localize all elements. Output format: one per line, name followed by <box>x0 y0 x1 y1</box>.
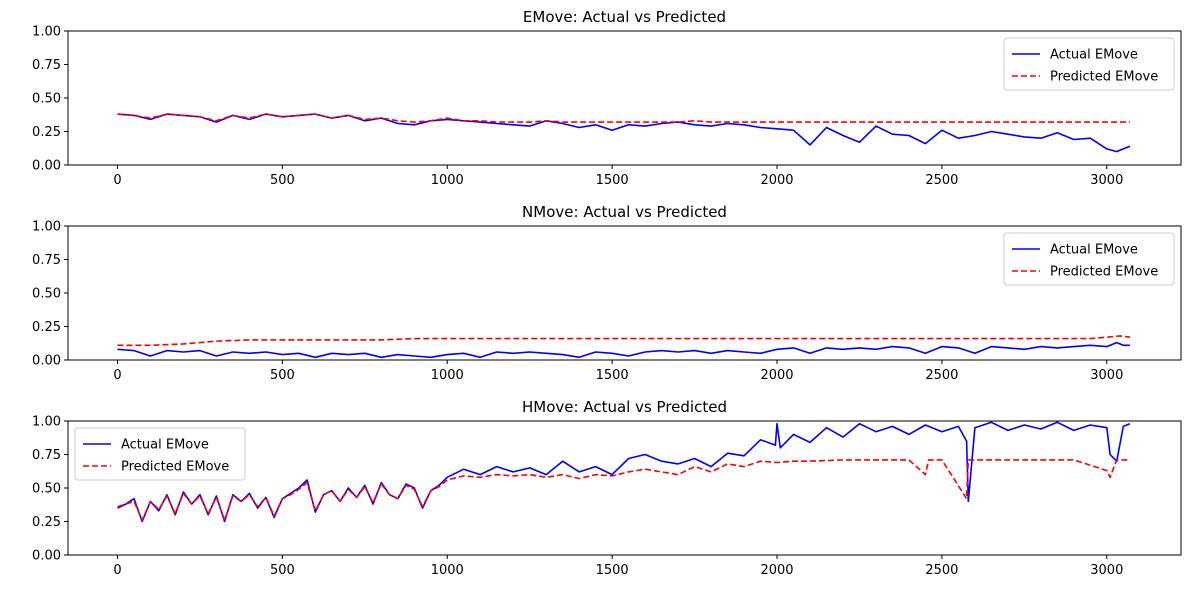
y-tick-label: 0.75 <box>32 448 61 463</box>
y-tick-label: 0.25 <box>32 515 61 530</box>
series-line-actual <box>117 421 1131 523</box>
y-tick-label: 0.75 <box>32 58 61 73</box>
y-tick-label: 0.25 <box>32 125 61 140</box>
y-tick-label: 0.75 <box>32 253 61 268</box>
x-tick-label: 500 <box>270 563 295 578</box>
legend-label: Predicted EMove <box>1050 265 1158 280</box>
y-tick-label: 0.00 <box>32 549 61 564</box>
x-tick-label: 1000 <box>431 368 464 383</box>
series-line-predicted <box>117 459 1130 522</box>
y-tick-label: 0.50 <box>32 482 61 497</box>
legend-label: Actual EMove <box>1050 243 1138 258</box>
x-tick-label: 500 <box>270 368 295 383</box>
x-tick-label: 1500 <box>596 173 629 188</box>
subplot-3: 0 500 1000 1500 2000 2500 3000 0.00 0.25 0.50 0.75… <box>32 398 1182 578</box>
y-tick-label: 0.00 <box>32 159 61 174</box>
x-tick-label: 2000 <box>760 368 793 383</box>
legend-box <box>1003 232 1175 286</box>
x-tick-label: 1000 <box>431 563 464 578</box>
chart-title: HMove: Actual vs Predicted <box>522 398 727 416</box>
legend-box <box>74 427 246 481</box>
x-tick-label: 1500 <box>596 368 629 383</box>
x-tick-label: 3000 <box>1090 368 1123 383</box>
y-tick-label: 0.50 <box>32 92 61 107</box>
subplot-2: 0 500 1000 1500 2000 2500 3000 0.00 0.25 0.50 0.75… <box>32 203 1182 383</box>
x-tick-label: 2000 <box>760 563 793 578</box>
y-tick-label: 0.25 <box>32 320 61 335</box>
x-tick-label: 2500 <box>925 368 958 383</box>
x-tick-label: 3000 <box>1090 563 1123 578</box>
legend: Actual EMove Predicted EMove <box>1003 232 1175 286</box>
legend-label: Predicted EMove <box>1050 70 1158 85</box>
x-tick-label: 500 <box>270 173 295 188</box>
x-tick-label: 2000 <box>760 173 793 188</box>
legend-label: Actual EMove <box>1050 48 1138 63</box>
x-tick-label: 0 <box>113 173 121 188</box>
chart-title: EMove: Actual vs Predicted <box>523 8 726 26</box>
legend: Actual EMove Predicted EMove <box>74 427 246 481</box>
x-tick-label: 2500 <box>925 563 958 578</box>
y-tick-label: 1.00 <box>32 25 61 40</box>
x-tick-label: 2500 <box>925 173 958 188</box>
series-line-predicted <box>117 335 1131 347</box>
chart-title: NMove: Actual vs Predicted <box>522 203 727 221</box>
x-tick-label: 3000 <box>1090 173 1123 188</box>
series-line-actual <box>117 113 1131 153</box>
x-tick-label: 0 <box>113 563 121 578</box>
legend-label: Predicted EMove <box>121 460 229 475</box>
y-tick-label: 1.00 <box>32 220 61 235</box>
y-tick-label: 1.00 <box>32 415 61 430</box>
legend: Actual EMove Predicted EMove <box>1003 37 1175 91</box>
x-tick-label: 0 <box>113 368 121 383</box>
series-line-actual <box>117 341 1130 359</box>
legend-label: Actual EMove <box>121 438 209 453</box>
y-tick-label: 0.50 <box>32 287 61 302</box>
x-tick-label: 1500 <box>596 563 629 578</box>
series-line-predicted <box>117 113 1130 123</box>
subplot-1: 0 500 1000 1500 2000 2500 3000 0.00 0.25 0.50 0.75… <box>32 8 1182 188</box>
y-tick-label: 0.00 <box>32 354 61 369</box>
x-tick-label: 1000 <box>431 173 464 188</box>
legend-box <box>1003 37 1175 91</box>
